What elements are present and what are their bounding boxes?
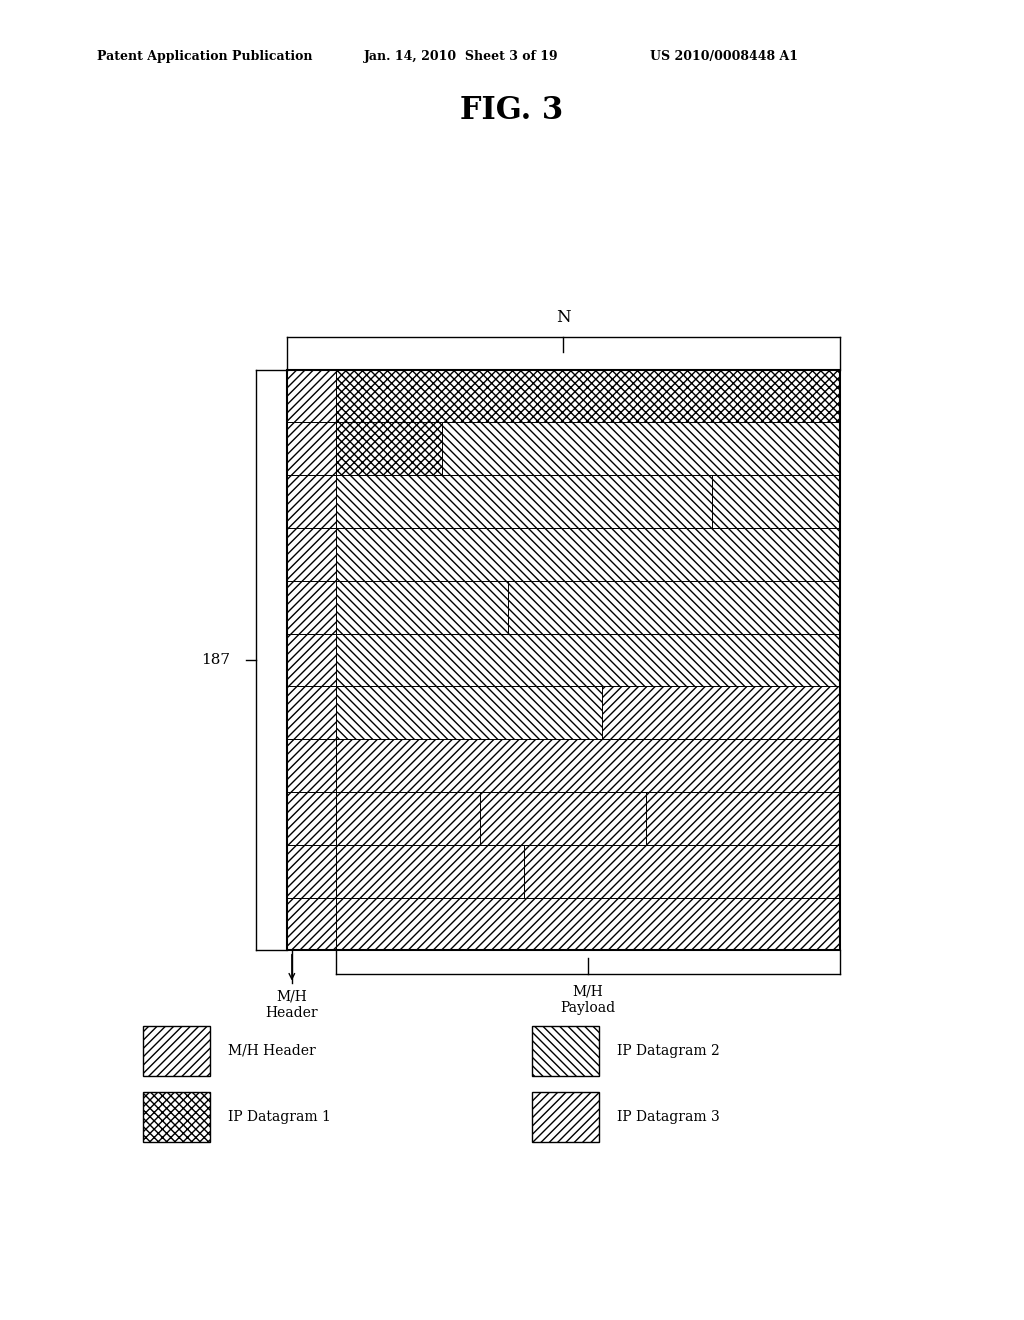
Bar [287,739,337,792]
Bar [287,370,840,950]
Bar [337,686,602,739]
Bar [508,581,840,634]
Bar [337,634,840,686]
Text: M/H Header: M/H Header [228,1044,316,1057]
Bar [287,686,337,739]
Text: Patent Application Publication: Patent Application Publication [97,50,312,63]
Bar [441,422,840,475]
Bar [287,898,337,950]
Bar [287,370,337,422]
Bar [532,1026,599,1076]
Bar [287,845,337,898]
Bar [143,1092,210,1142]
Text: FIG. 3: FIG. 3 [461,95,563,125]
Bar [337,739,840,792]
Bar [287,634,337,686]
Bar [337,370,840,422]
Text: IP Datagram 1: IP Datagram 1 [228,1110,331,1123]
Text: IP Datagram 2: IP Datagram 2 [617,1044,720,1057]
Text: N: N [556,309,570,326]
Bar [524,845,840,898]
Bar [337,898,840,950]
Bar [287,422,337,475]
Text: Jan. 14, 2010  Sheet 3 of 19: Jan. 14, 2010 Sheet 3 of 19 [364,50,558,63]
Bar [337,581,508,634]
Bar [337,475,713,528]
Bar [287,475,337,528]
Bar [532,1092,599,1142]
Bar [713,475,840,528]
Bar [646,792,840,845]
Bar [337,422,441,475]
Bar [287,528,337,581]
Bar [480,792,646,845]
Bar [143,1026,210,1076]
Text: US 2010/0008448 A1: US 2010/0008448 A1 [650,50,799,63]
Text: 187: 187 [202,653,230,667]
Bar [337,845,524,898]
Bar [602,686,840,739]
Bar [287,792,337,845]
Text: IP Datagram 3: IP Datagram 3 [617,1110,720,1123]
Text: M/H
Header: M/H Header [265,990,318,1020]
Bar [287,581,337,634]
Text: M/H
Payload: M/H Payload [560,985,615,1015]
Bar [337,528,840,581]
Bar [337,792,480,845]
